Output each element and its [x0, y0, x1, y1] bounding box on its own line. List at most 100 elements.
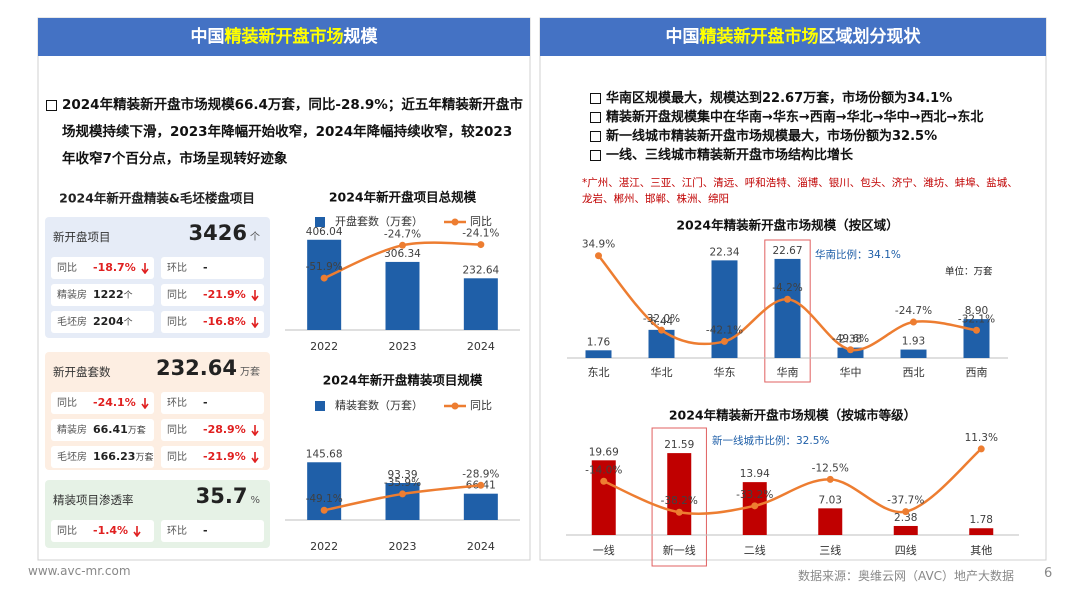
title-part: 中国: [190, 27, 225, 47]
legend-swatch: [451, 402, 459, 410]
line-point: [595, 252, 602, 260]
stat-value: -21.9%: [203, 288, 246, 301]
legend-label: 精装套数（万套）: [335, 399, 423, 412]
right-header: 中国精装新开盘市场区域划分现状: [540, 18, 1046, 56]
bar: [385, 482, 420, 520]
city-note: *广州、湛江、三亚、江门、清远、呼和浩特、淄博、银川、包头、济宁、潍坊、蚌埠、盐…: [582, 177, 1018, 205]
bar-label: 1.78: [970, 514, 993, 526]
line-point: [751, 502, 759, 510]
stat-key: 环比: [167, 526, 187, 537]
bar-label: 232.64: [462, 264, 499, 276]
stat-key: 精装房: [57, 425, 87, 436]
stat-value: -: [203, 396, 208, 409]
bar: [774, 258, 801, 358]
stat-card: 新开盘套数 232.64 万套 同比 -24.1% 环比 - 精装房 66.41万套 同比 -28.…: [45, 352, 270, 470]
title-part: 精装新开盘市场: [224, 27, 344, 47]
stat-value: 1222: [93, 288, 124, 301]
legend-label: 开盘套数（万套）: [335, 214, 423, 228]
line-label: 11.3%: [965, 432, 998, 444]
stat-value: 166.23: [93, 450, 136, 463]
line-point: [675, 508, 683, 516]
x-tick-label: 东北: [588, 366, 610, 379]
line-point: [973, 326, 980, 334]
line-label: -28.9%: [462, 468, 499, 480]
line-label: -4.2%: [772, 282, 802, 294]
x-tick-label: 西北: [903, 366, 925, 379]
stat-key: 毛坯房: [57, 452, 87, 463]
legend-swatch: [315, 401, 325, 411]
cards-title: 2024年新开盘精装&毛坯楼盘项目: [59, 191, 255, 206]
stat-key: 同比: [167, 452, 187, 463]
bar-label: 1.76: [587, 336, 611, 348]
bar-label: 1.93: [902, 336, 925, 348]
bar-label: 13.94: [740, 468, 770, 480]
bar: [307, 239, 342, 330]
bar-label: 22.67: [772, 245, 802, 257]
highlight-box: [651, 427, 707, 567]
bar-label: 21.59: [664, 439, 694, 451]
line-point: [977, 445, 985, 453]
bar-label: 2.38: [839, 334, 862, 346]
left-header: 中国精装新开盘市场规模: [38, 18, 530, 56]
stat-key: 毛坯房: [57, 317, 87, 328]
stat-cell: 同比 -1.4%: [51, 520, 154, 542]
bar-label: 8.90: [965, 305, 988, 317]
stat-cell: 环比 -: [161, 392, 264, 414]
x-tick-label: 2023: [389, 340, 417, 353]
bullet: 华南区规模最大，规模达到22.67万套，市场份额为34.1%: [590, 89, 1040, 108]
x-tick-label: 一线: [593, 543, 615, 557]
card-value-number: 3426: [188, 221, 247, 245]
line-point: [320, 274, 328, 282]
title-part: 中国: [665, 27, 700, 47]
card-label: 新开盘套数: [53, 365, 111, 379]
bar: [963, 319, 990, 358]
stat-value: -24.1%: [93, 396, 136, 409]
stat-card: 新开盘项目 3426 个同比 -18.7% 环比 - 精装房 1222个 同比 -21.9% 毛坯房…: [45, 217, 270, 338]
bar: [893, 525, 918, 535]
card-value: 3426 个: [189, 221, 260, 245]
line: [603, 447, 983, 515]
line-label: -32.0%: [643, 313, 680, 325]
stat-key: 同比: [57, 526, 77, 537]
line-label: -38.2%: [661, 495, 698, 507]
page-number: 6: [1044, 566, 1053, 581]
stat-key: 同比: [167, 425, 187, 436]
line-point: [399, 490, 406, 498]
line-point: [477, 481, 485, 489]
line-point: [847, 346, 854, 354]
stat-key: 同比: [57, 398, 77, 409]
stat-key: 环比: [167, 398, 187, 409]
x-tick-label: 华中: [840, 365, 862, 379]
bar-label: 7.03: [819, 494, 842, 506]
line-point: [784, 295, 791, 303]
bar: [463, 278, 498, 330]
bullet: 新一线城市精装新开盘市场规模最大，市场份额为32.5%: [590, 127, 1040, 146]
bar: [667, 453, 692, 535]
line-point: [477, 241, 485, 249]
bullet: 精装新开盘规模集中在华南→华东→西南→华北→华中→西北→东北: [590, 108, 1040, 127]
stat-unit: 万套: [127, 426, 146, 436]
line-label: -42.1%: [706, 324, 743, 336]
title-part: 区域划分现状: [818, 27, 921, 47]
bar: [585, 350, 612, 358]
bar-label: 93.39: [387, 469, 417, 481]
bar: [385, 261, 420, 330]
legend-swatch: [315, 217, 325, 227]
x-tick-label: 新一线: [663, 543, 696, 557]
down-arrow: [141, 262, 149, 274]
down-arrow: [251, 424, 259, 436]
bar: [969, 528, 994, 535]
annotation: 新一线城市比例：32.5%: [712, 434, 829, 447]
down-arrow: [141, 397, 149, 409]
stat-card: 精装项目渗透率 35.7% 同比 -1.4% 环比 -: [45, 480, 270, 548]
bullet: 一线、三线城市精装新开盘市场结构比增长: [590, 146, 1040, 165]
x-tick-label: 其他: [970, 544, 992, 557]
bar: [648, 329, 675, 358]
line-label: -24.7%: [895, 305, 932, 317]
line-label: 34.9%: [582, 239, 615, 251]
bar: [900, 349, 927, 358]
line-point: [910, 318, 917, 326]
x-tick-label: 华北: [651, 365, 673, 379]
legend-label: 同比: [470, 215, 492, 228]
